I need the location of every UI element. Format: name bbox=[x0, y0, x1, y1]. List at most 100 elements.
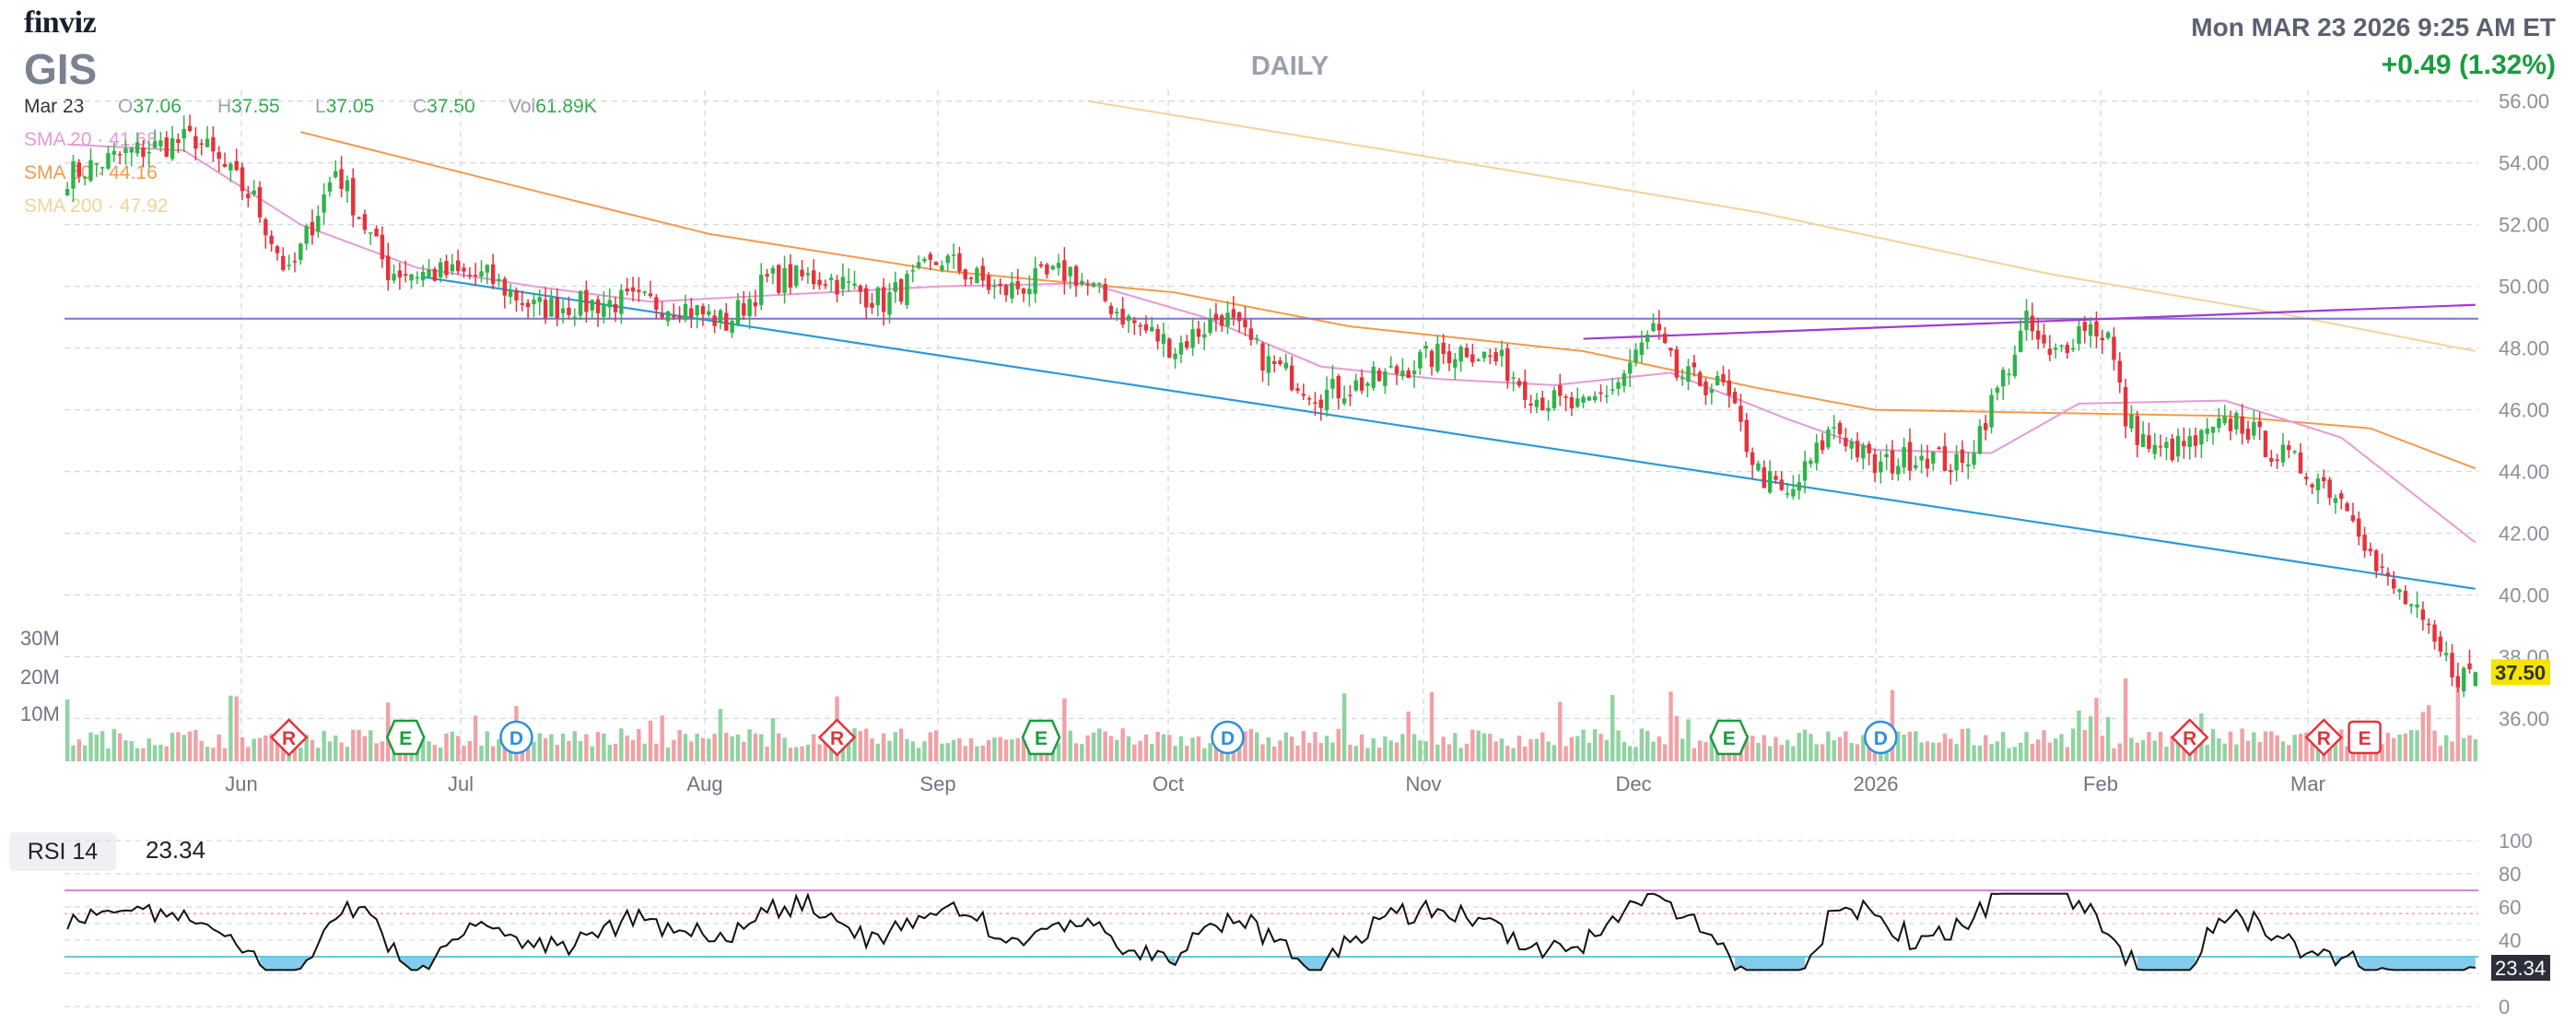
ticker-symbol: GIS bbox=[24, 45, 98, 93]
candle-body bbox=[420, 271, 426, 281]
volume-bar bbox=[2443, 735, 2449, 761]
candle-body bbox=[2403, 591, 2408, 605]
volume-bar bbox=[181, 735, 186, 761]
volume-bar bbox=[2438, 746, 2443, 761]
volume-bar bbox=[2059, 734, 2064, 761]
volume-bar bbox=[613, 744, 618, 761]
candle-body bbox=[905, 274, 909, 305]
price-tick-label: 44.00 bbox=[2499, 461, 2549, 484]
volume-tick-label: 20M bbox=[20, 665, 60, 689]
volume-bar bbox=[2105, 717, 2111, 761]
sma20-value: 41.68 bbox=[109, 129, 158, 150]
rsi-value: 23.34 bbox=[146, 836, 206, 864]
volume-bar bbox=[1406, 712, 1411, 761]
candle-body bbox=[1505, 348, 1510, 382]
volume-bar bbox=[257, 737, 263, 761]
candle-body bbox=[310, 221, 315, 236]
candle-body bbox=[269, 235, 274, 244]
candle-body bbox=[1651, 323, 1656, 332]
volume-bar bbox=[146, 738, 151, 761]
candle-body bbox=[1861, 444, 1866, 459]
volume-bar bbox=[916, 748, 921, 761]
candle-body bbox=[1376, 370, 1382, 382]
volume-bar bbox=[1499, 738, 1505, 761]
candle-body bbox=[578, 290, 583, 316]
candle-body bbox=[234, 160, 239, 171]
volume-bar bbox=[316, 748, 321, 761]
sma200-legend: SMA 200 · 47.92 bbox=[24, 195, 169, 217]
candle-body bbox=[1003, 285, 1009, 296]
candle-body bbox=[1453, 359, 1458, 368]
candle-body bbox=[898, 278, 904, 302]
candle-body bbox=[71, 161, 76, 189]
candle-body bbox=[525, 302, 531, 308]
candle-body bbox=[2088, 324, 2093, 336]
finviz-logo[interactable]: finviz bbox=[24, 6, 97, 40]
candle-body bbox=[2105, 332, 2111, 338]
volume-bar bbox=[1429, 692, 1434, 761]
candle-body bbox=[1896, 465, 1901, 475]
candle-body bbox=[2327, 479, 2332, 499]
candle-body bbox=[2082, 322, 2088, 332]
month-label: Sep bbox=[919, 772, 955, 795]
sma50-value: 44.16 bbox=[109, 162, 158, 183]
volume-bar bbox=[1306, 742, 1312, 761]
candle-body bbox=[88, 159, 93, 182]
rsi-label[interactable]: RSI 14 bbox=[9, 832, 116, 871]
volume-bar bbox=[887, 740, 892, 761]
candle-body bbox=[1435, 344, 1440, 371]
resistance-trendline bbox=[1583, 303, 2476, 340]
marker-letter: R bbox=[830, 728, 844, 749]
candle-body bbox=[828, 277, 834, 280]
volume-bar bbox=[129, 741, 134, 761]
volume-bar bbox=[1418, 740, 1423, 761]
volume-bar bbox=[584, 734, 589, 761]
candle-body bbox=[1960, 449, 1965, 464]
candle-body bbox=[2310, 484, 2314, 488]
candle-body bbox=[625, 288, 629, 292]
candle-body bbox=[1809, 460, 1813, 465]
candle-body bbox=[1488, 355, 1493, 358]
candle-body bbox=[672, 315, 676, 318]
volume-bar bbox=[1896, 731, 1901, 761]
candle-body bbox=[2035, 330, 2041, 340]
volume-bar bbox=[64, 699, 70, 761]
candle-body bbox=[2287, 445, 2291, 451]
candle-body bbox=[2443, 653, 2449, 655]
candle-body bbox=[1558, 384, 1563, 396]
candle-body bbox=[805, 273, 811, 276]
volume-bar bbox=[1814, 744, 1819, 761]
candle-body bbox=[322, 194, 326, 213]
volume-bar bbox=[240, 736, 245, 761]
volume-bar bbox=[2304, 732, 2309, 761]
candle-body bbox=[2315, 478, 2321, 490]
candle-body bbox=[2182, 441, 2186, 447]
volume-bar bbox=[386, 702, 391, 761]
candle-body bbox=[2322, 477, 2326, 482]
rsi-oversold-fill bbox=[2137, 957, 2196, 971]
candle-body bbox=[2257, 421, 2262, 428]
candle-body bbox=[2350, 515, 2356, 522]
candle-body bbox=[141, 147, 146, 158]
candle-body bbox=[1523, 381, 1528, 400]
candle-body bbox=[1045, 264, 1049, 275]
candle-body bbox=[1097, 283, 1102, 285]
volume-bar bbox=[852, 728, 857, 761]
volume-bar bbox=[2164, 747, 2169, 761]
volume-bar bbox=[1400, 734, 1405, 761]
volume-bar bbox=[590, 746, 594, 761]
candle-body bbox=[2193, 435, 2198, 446]
candle-body bbox=[870, 302, 874, 308]
volume-bar bbox=[1155, 731, 1160, 761]
candle-body bbox=[1056, 263, 1061, 268]
volume-bar bbox=[945, 743, 950, 761]
candle-body bbox=[602, 304, 606, 317]
volume-bar bbox=[794, 747, 799, 761]
candle-body bbox=[718, 310, 723, 323]
volume-bar bbox=[322, 730, 326, 761]
volume-bar bbox=[2100, 736, 2105, 761]
candle-body bbox=[450, 264, 455, 272]
candle-body bbox=[1622, 373, 1627, 386]
volume-bar bbox=[2287, 745, 2291, 761]
